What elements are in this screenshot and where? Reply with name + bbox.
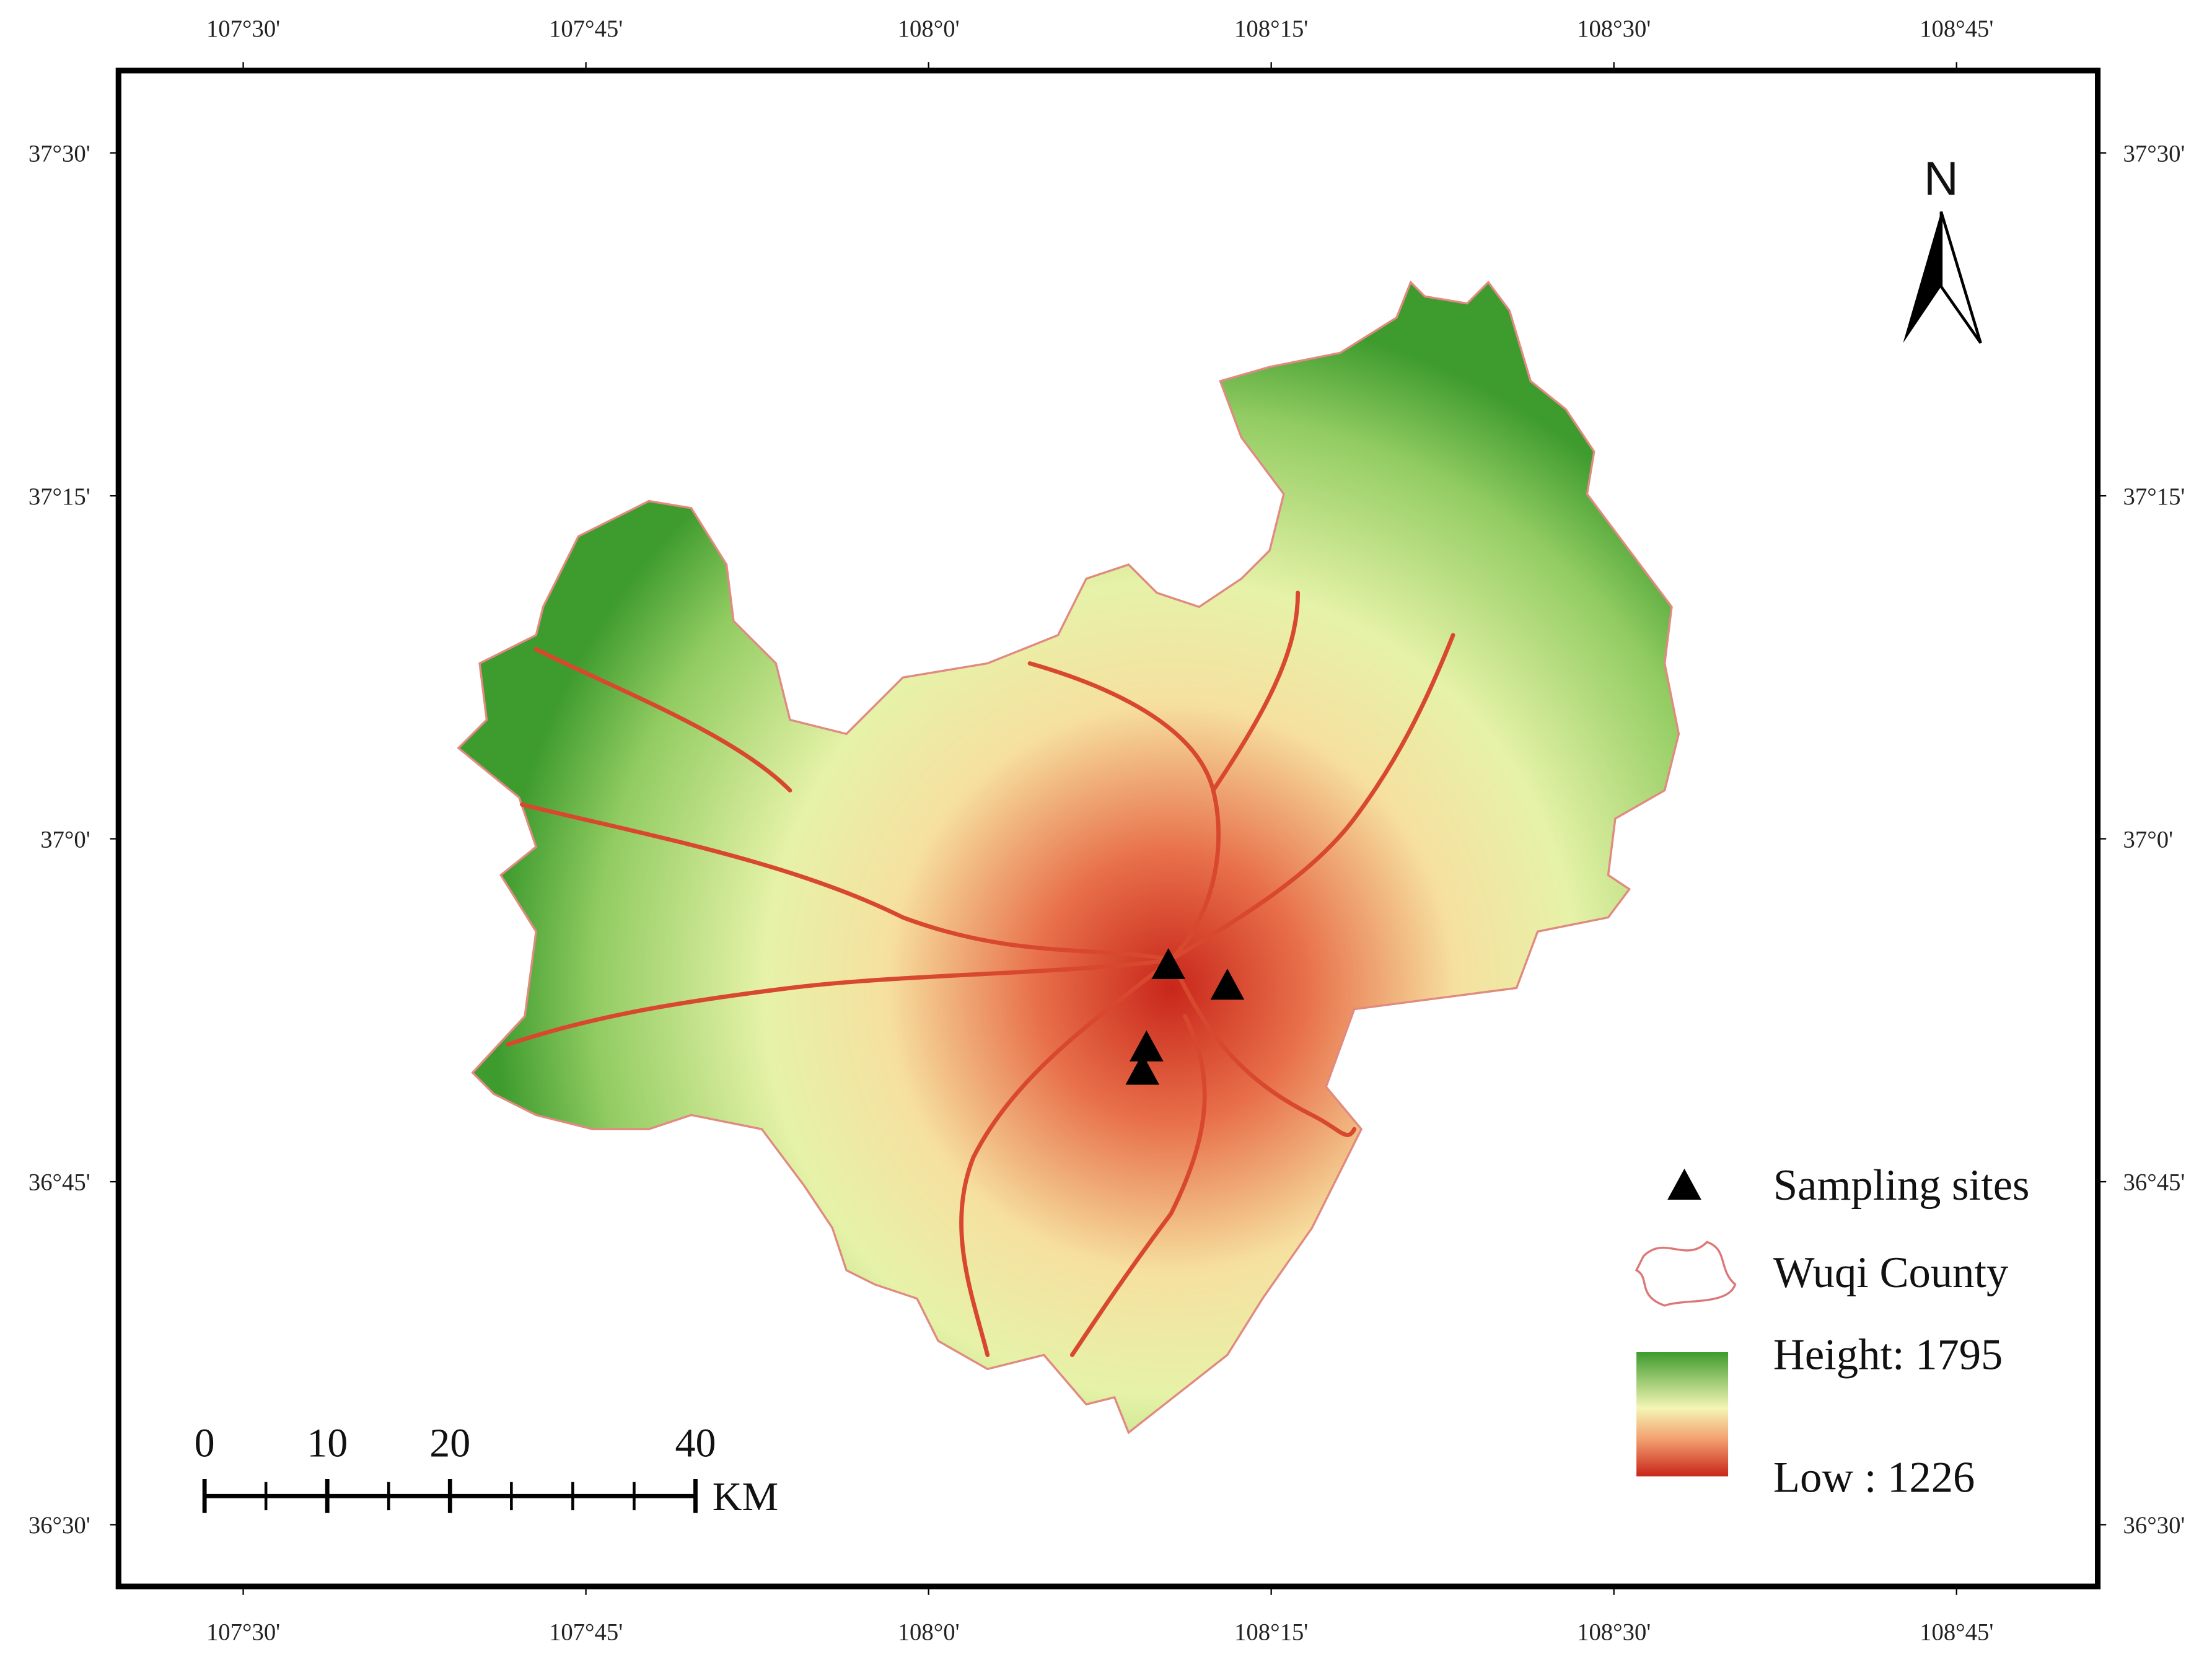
scale-bar-label: 20 xyxy=(429,1421,470,1466)
legend-site-icon xyxy=(1667,1168,1701,1200)
y-tick-label: 37°30' xyxy=(29,141,90,167)
x-tick-label: 107°30' xyxy=(206,1620,280,1646)
x-tick-label: 108°45' xyxy=(1920,1620,1993,1646)
y-tick-label: 36°45' xyxy=(29,1170,90,1196)
legend-label: Sampling sites xyxy=(1773,1161,2030,1210)
scale-bar-label: 0 xyxy=(195,1421,215,1466)
legend-label: Wuqi County xyxy=(1773,1249,2009,1297)
x-tick-label: 108°15' xyxy=(1234,16,1308,42)
y-tick-label: 37°0' xyxy=(2123,827,2174,853)
x-tick-label: 107°45' xyxy=(549,16,623,42)
x-tick-label: 108°30' xyxy=(1577,16,1651,42)
scale-bar-unit: KM xyxy=(713,1474,778,1519)
north-label: N xyxy=(1924,152,1959,205)
x-tick-label: 108°45' xyxy=(1920,16,1993,42)
x-tick-label: 107°30' xyxy=(206,16,280,42)
x-tick-label: 108°0' xyxy=(898,1620,960,1646)
sampling-site xyxy=(1125,1053,1160,1085)
x-tick-label: 108°30' xyxy=(1577,1620,1651,1646)
legend-county-icon xyxy=(1635,1241,1737,1307)
y-tick-label: 36°30' xyxy=(29,1513,90,1539)
y-tick-label: 37°15' xyxy=(29,484,90,510)
legend-label: Height: 1795 xyxy=(1773,1330,2003,1379)
scale-bar-label: 40 xyxy=(675,1421,716,1466)
wuqi-county xyxy=(457,280,1680,1435)
rivers xyxy=(506,591,1455,1357)
y-tick-label: 37°0' xyxy=(40,827,90,853)
y-tick-label: 37°15' xyxy=(2123,484,2185,510)
x-tick-label: 107°45' xyxy=(549,1620,623,1646)
sampling-site xyxy=(1151,947,1186,980)
y-tick-label: 36°45' xyxy=(2123,1170,2185,1196)
x-tick-label: 108°15' xyxy=(1234,1620,1308,1646)
legend-label: Low : 1226 xyxy=(1773,1453,1975,1501)
x-tick-label: 108°0' xyxy=(898,16,960,42)
sampling-site xyxy=(1210,969,1245,1000)
y-tick-label: 36°30' xyxy=(2123,1513,2185,1539)
legend-color-bar xyxy=(1636,1352,1729,1477)
north-arrow xyxy=(1939,211,1982,344)
scale-bar-label: 10 xyxy=(307,1421,348,1466)
y-tick-label: 37°30' xyxy=(2123,141,2185,167)
sampling-site xyxy=(1130,1030,1164,1061)
